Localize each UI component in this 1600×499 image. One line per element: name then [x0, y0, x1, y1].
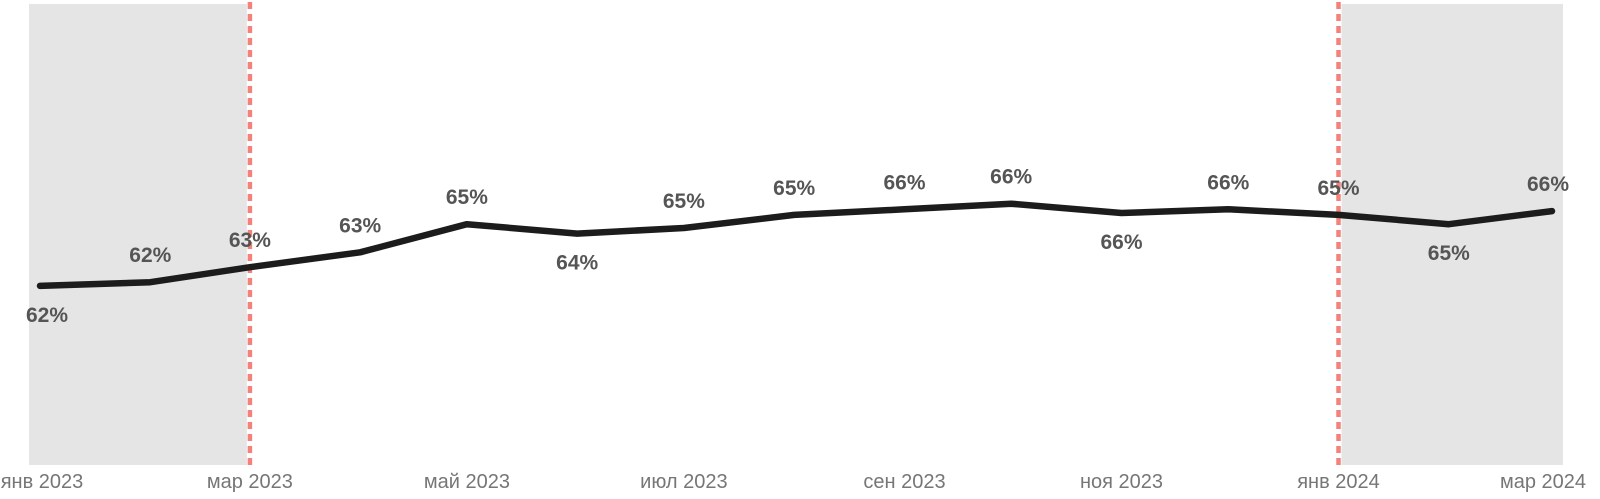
trend-line-layer [36, 200, 1556, 290]
axis-tick-label: янв 2024 [1297, 471, 1380, 493]
data-label: 65% [1428, 242, 1470, 265]
axis-tick-label: июл 2023 [640, 471, 727, 493]
boundary-lines-layer [247, 2, 1341, 466]
data-label: 65% [446, 186, 488, 209]
data-label: 66% [883, 171, 925, 194]
x-axis: янв 2023 мар 2023 май 2023 июл 2023 сен 2023… [1, 471, 1586, 493]
axis-tick-label: мар 2023 [207, 471, 293, 493]
data-label: 66% [1100, 231, 1142, 254]
highlight-band-left [29, 4, 247, 465]
axis-tick-label: сен 2023 [863, 471, 945, 493]
axis-tick-label: май 2023 [424, 471, 510, 493]
axis-tick-label: янв 2023 [1, 471, 84, 493]
axis-tick-label: ноя 2023 [1080, 471, 1163, 493]
data-label: 66% [1207, 171, 1249, 194]
data-label: 65% [773, 177, 815, 200]
data-label: 64% [556, 252, 598, 275]
data-label: 65% [663, 190, 705, 213]
data-label: 63% [229, 229, 271, 252]
data-label: 63% [339, 214, 381, 237]
data-label: 62% [129, 244, 171, 267]
trend-line [36, 200, 1556, 290]
data-label: 65% [1317, 177, 1359, 200]
data-label: 62% [26, 304, 68, 327]
axis-tick-label: мар 2024 [1500, 471, 1586, 493]
data-label: 66% [1527, 173, 1569, 196]
data-label: 66% [990, 166, 1032, 189]
highlight-bands-layer [29, 4, 1563, 465]
highlight-band-right [1341, 4, 1563, 465]
data-labels-layer: 62% 62% 63% 63% 65% 64% 65% 65% 66% 66% 66% 66% 65% 6… [26, 166, 1569, 327]
